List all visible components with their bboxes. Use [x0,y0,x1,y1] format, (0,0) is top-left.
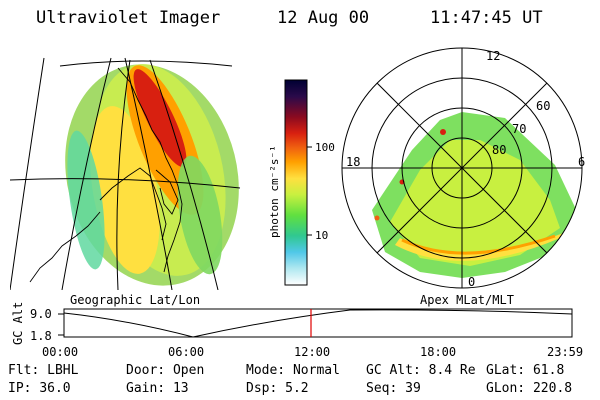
altitude-strip [58,308,573,338]
status-ip: IP: 36.0 [8,381,71,396]
status-flt: Flt: LBHL [8,363,79,378]
time-tick-1200: 12:00 [294,345,330,359]
time-tick-1800: 18:00 [420,345,456,359]
status-gc-alt: GC Alt: 8.4 Re [366,363,476,378]
status-glat: GLat: 61.8 [486,363,565,378]
time-label: 11:47:45 UT [430,8,543,28]
date-label: 12 Aug 00 [277,8,370,28]
colorbar [284,79,308,286]
mlat-label-70: 70 [512,122,526,136]
time-tick-0600: 06:00 [168,345,204,359]
status-seq: Seq: 39 [366,381,421,396]
time-tick-0000: 00:00 [42,345,78,359]
time-tick-2359: 23:59 [547,345,583,359]
apex-caption: Apex MLat/MLT [420,293,514,307]
colorbar-tick-100: 100 [315,141,335,154]
geographic-aurora-image [10,57,241,290]
status-dsp: Dsp: 5.2 [246,381,309,396]
mlat-label-60: 60 [536,99,550,113]
mlt-label-0: 0 [468,275,475,289]
status-glon: GLon: 220.8 [486,381,573,396]
geo-caption: Geographic Lat/Lon [70,293,200,307]
mlt-label-6: 6 [578,155,585,169]
status-door: Door: Open [126,363,205,378]
colorbar-tick-10: 10 [315,229,328,242]
status-gain: Gain: 13 [126,381,189,396]
instrument-title: Ultraviolet Imager [36,8,221,28]
apex-polar-plot: 12 18 6 0 60 70 80 [341,47,585,289]
alt-tick-1-8: 1.8 [30,329,52,343]
mlt-label-18: 18 [346,155,360,169]
altitude-axis-label: GC Alt [11,302,25,345]
mlt-label-12: 12 [486,49,500,63]
mlat-label-80: 80 [492,143,506,157]
status-mode: Mode: Normal [246,363,340,378]
alt-tick-9: 9.0 [30,307,52,321]
colorbar-unit-label: photon cm⁻²s⁻¹ [268,145,281,238]
